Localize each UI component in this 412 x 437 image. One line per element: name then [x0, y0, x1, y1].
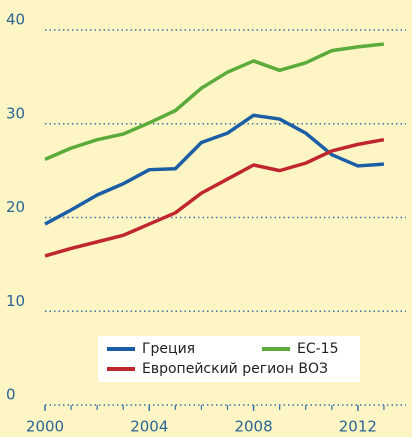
y-tick-label: 10	[6, 292, 25, 310]
y-tick-label: 0	[6, 386, 16, 404]
line-series	[44, 113, 385, 226]
line-series	[44, 137, 385, 258]
y-tick-label: 20	[6, 198, 25, 216]
x-tick-label: 2000	[26, 418, 64, 436]
line-series	[44, 42, 385, 161]
x-tick-label: 2012	[339, 418, 377, 436]
legend-box	[98, 336, 360, 382]
x-tick-label: 2004	[130, 418, 168, 436]
legend-label: Европейский регион ВОЗ	[142, 361, 328, 377]
y-tick-label: 40	[6, 11, 25, 29]
x-tick-label: 2008	[234, 418, 272, 436]
legend-label: Греция	[142, 341, 195, 357]
legend-label: ЕС-15	[297, 341, 339, 357]
y-tick-label: 30	[6, 104, 25, 122]
